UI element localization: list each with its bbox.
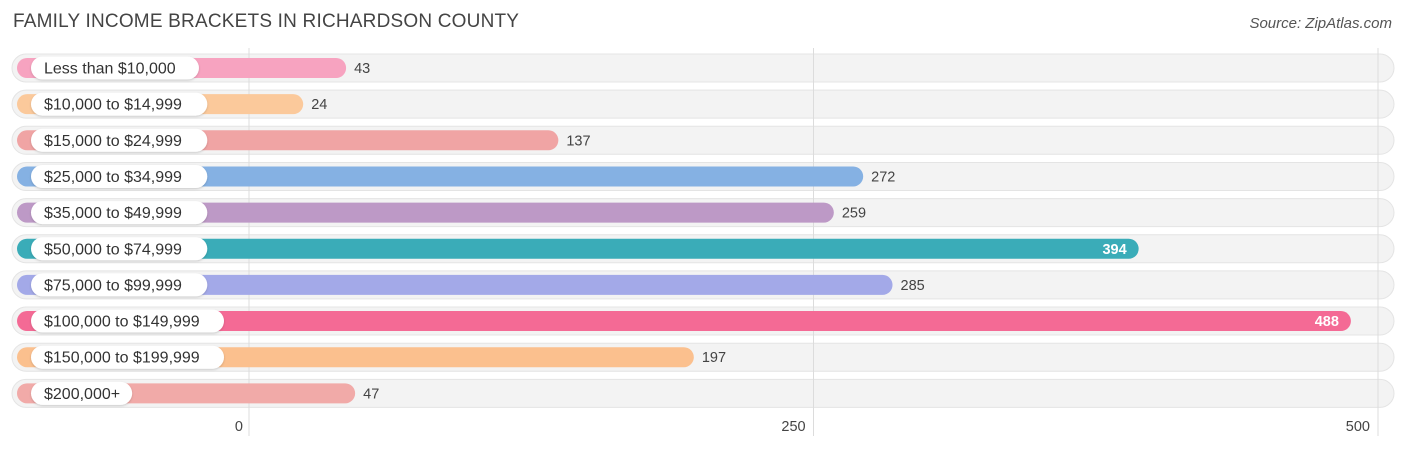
value-label: 272	[871, 169, 895, 185]
category-pill	[31, 237, 208, 261]
value-label: 137	[566, 133, 590, 149]
category-label: $35,000 to $49,999	[44, 205, 182, 222]
chart-title: FAMILY INCOME BRACKETS IN RICHARDSON COU…	[13, 11, 520, 32]
value-label: 394	[1102, 242, 1126, 258]
category-label: $25,000 to $34,999	[44, 169, 182, 186]
bar[interactable]	[17, 311, 1351, 332]
value-label: 488	[1315, 314, 1339, 330]
value-label: 285	[901, 278, 925, 294]
category-label: $75,000 to $99,999	[44, 277, 182, 294]
category-label: Less than $10,000	[44, 61, 176, 78]
x-tick-label: 0	[235, 419, 243, 435]
bar[interactable]	[17, 166, 864, 187]
category-pill	[31, 128, 208, 152]
row-band	[11, 378, 1395, 408]
category-pill	[31, 92, 208, 116]
row-band	[11, 89, 1395, 119]
x-tick-label: 250	[781, 419, 805, 435]
value-label: 259	[842, 206, 866, 222]
category-pill	[31, 309, 224, 333]
bar[interactable]	[17, 202, 834, 223]
chart-source: Source: ZipAtlas.com	[1249, 15, 1392, 32]
category-label: $10,000 to $14,999	[44, 97, 182, 114]
category-pill	[31, 345, 224, 369]
category-pill	[31, 201, 208, 225]
category-pill	[31, 381, 133, 405]
value-label: 197	[702, 350, 726, 366]
value-label: 24	[311, 97, 327, 113]
bar[interactable]	[17, 238, 1139, 259]
category-pill	[31, 164, 208, 188]
category-pill	[31, 273, 208, 297]
category-label: $200,000+	[44, 386, 120, 403]
category-label: $150,000 to $199,999	[44, 350, 200, 367]
category-label: $50,000 to $74,999	[44, 241, 182, 258]
row-band	[11, 53, 1395, 83]
x-tick-label: 500	[1346, 419, 1370, 435]
bar[interactable]	[17, 274, 893, 295]
category-label: $15,000 to $24,999	[44, 133, 182, 150]
value-label: 43	[354, 61, 370, 77]
category-pill	[31, 56, 199, 80]
category-label: $100,000 to $149,999	[44, 314, 200, 331]
value-label: 47	[363, 386, 379, 402]
